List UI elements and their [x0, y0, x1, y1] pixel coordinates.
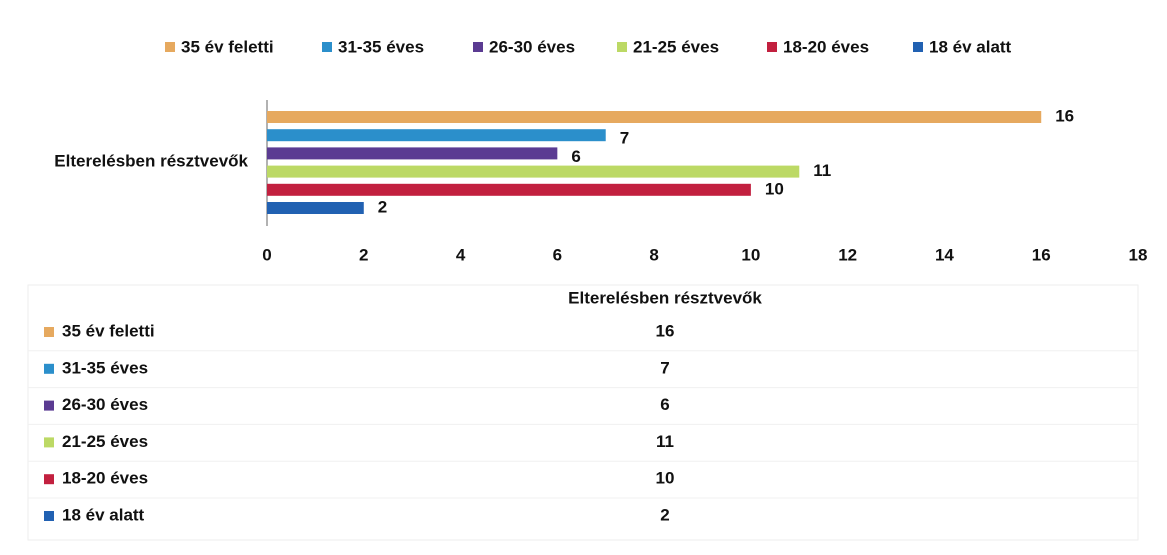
table-value: 11 [656, 432, 674, 451]
table-header: Elterelésben résztvevők [568, 288, 762, 307]
table-row-label: 18-20 éves [62, 469, 148, 488]
table-row-label: 35 év feletti [62, 321, 155, 340]
data-label: 7 [620, 129, 629, 148]
x-tick-label: 18 [1129, 245, 1148, 264]
x-tick-label: 8 [649, 245, 658, 264]
table-swatch [44, 363, 54, 374]
table-value: 16 [656, 321, 675, 340]
table-swatch [44, 400, 54, 411]
table-value: 2 [660, 505, 669, 524]
legend-label: 18-20 éves [783, 37, 869, 56]
table-row-label: 26-30 éves [62, 395, 148, 414]
data-label: 2 [378, 197, 387, 216]
legend-swatch [473, 42, 483, 52]
legend-swatch [617, 42, 627, 52]
legend-swatch [913, 42, 923, 52]
x-tick-label: 4 [456, 245, 466, 264]
x-tick-label: 16 [1032, 245, 1051, 264]
legend-label: 18 év alatt [929, 37, 1012, 56]
table-swatch [44, 474, 54, 485]
table-swatch [44, 327, 54, 337]
legend-swatch [322, 42, 332, 52]
legend-label: 31-35 éves [338, 37, 424, 56]
legend-label: 26-30 éves [489, 37, 575, 56]
x-tick-label: 2 [359, 245, 368, 264]
table-value: 7 [660, 358, 669, 377]
data-label: 10 [765, 179, 784, 198]
data-label: 11 [813, 161, 831, 180]
x-tick-label: 6 [553, 245, 562, 264]
table-swatch [44, 437, 54, 448]
data-label: 6 [571, 147, 580, 166]
table-row-label: 21-25 éves [62, 432, 148, 451]
x-tick-label: 10 [741, 245, 760, 264]
table-border [27, 284, 1139, 541]
category-label: Elterelésben résztvevők [54, 151, 248, 170]
bar [267, 129, 606, 142]
data-label: 16 [1055, 106, 1074, 125]
table-value: 6 [660, 395, 669, 414]
table-value: 10 [656, 469, 675, 488]
bar [267, 183, 751, 196]
x-tick-label: 14 [935, 245, 954, 264]
bar [267, 147, 558, 160]
table-swatch [44, 511, 54, 521]
table-row-label: 31-35 éves [62, 358, 148, 377]
legend-swatch [165, 42, 175, 52]
bar [267, 111, 1042, 123]
bar [267, 202, 364, 214]
bar [267, 165, 800, 178]
legend-label: 21-25 éves [633, 37, 719, 56]
x-tick-label: 0 [262, 245, 271, 264]
x-tick-label: 12 [838, 245, 857, 264]
legend-swatch [767, 42, 777, 52]
table-row-label: 18 év alatt [62, 505, 145, 524]
legend-label: 35 év feletti [181, 37, 274, 56]
